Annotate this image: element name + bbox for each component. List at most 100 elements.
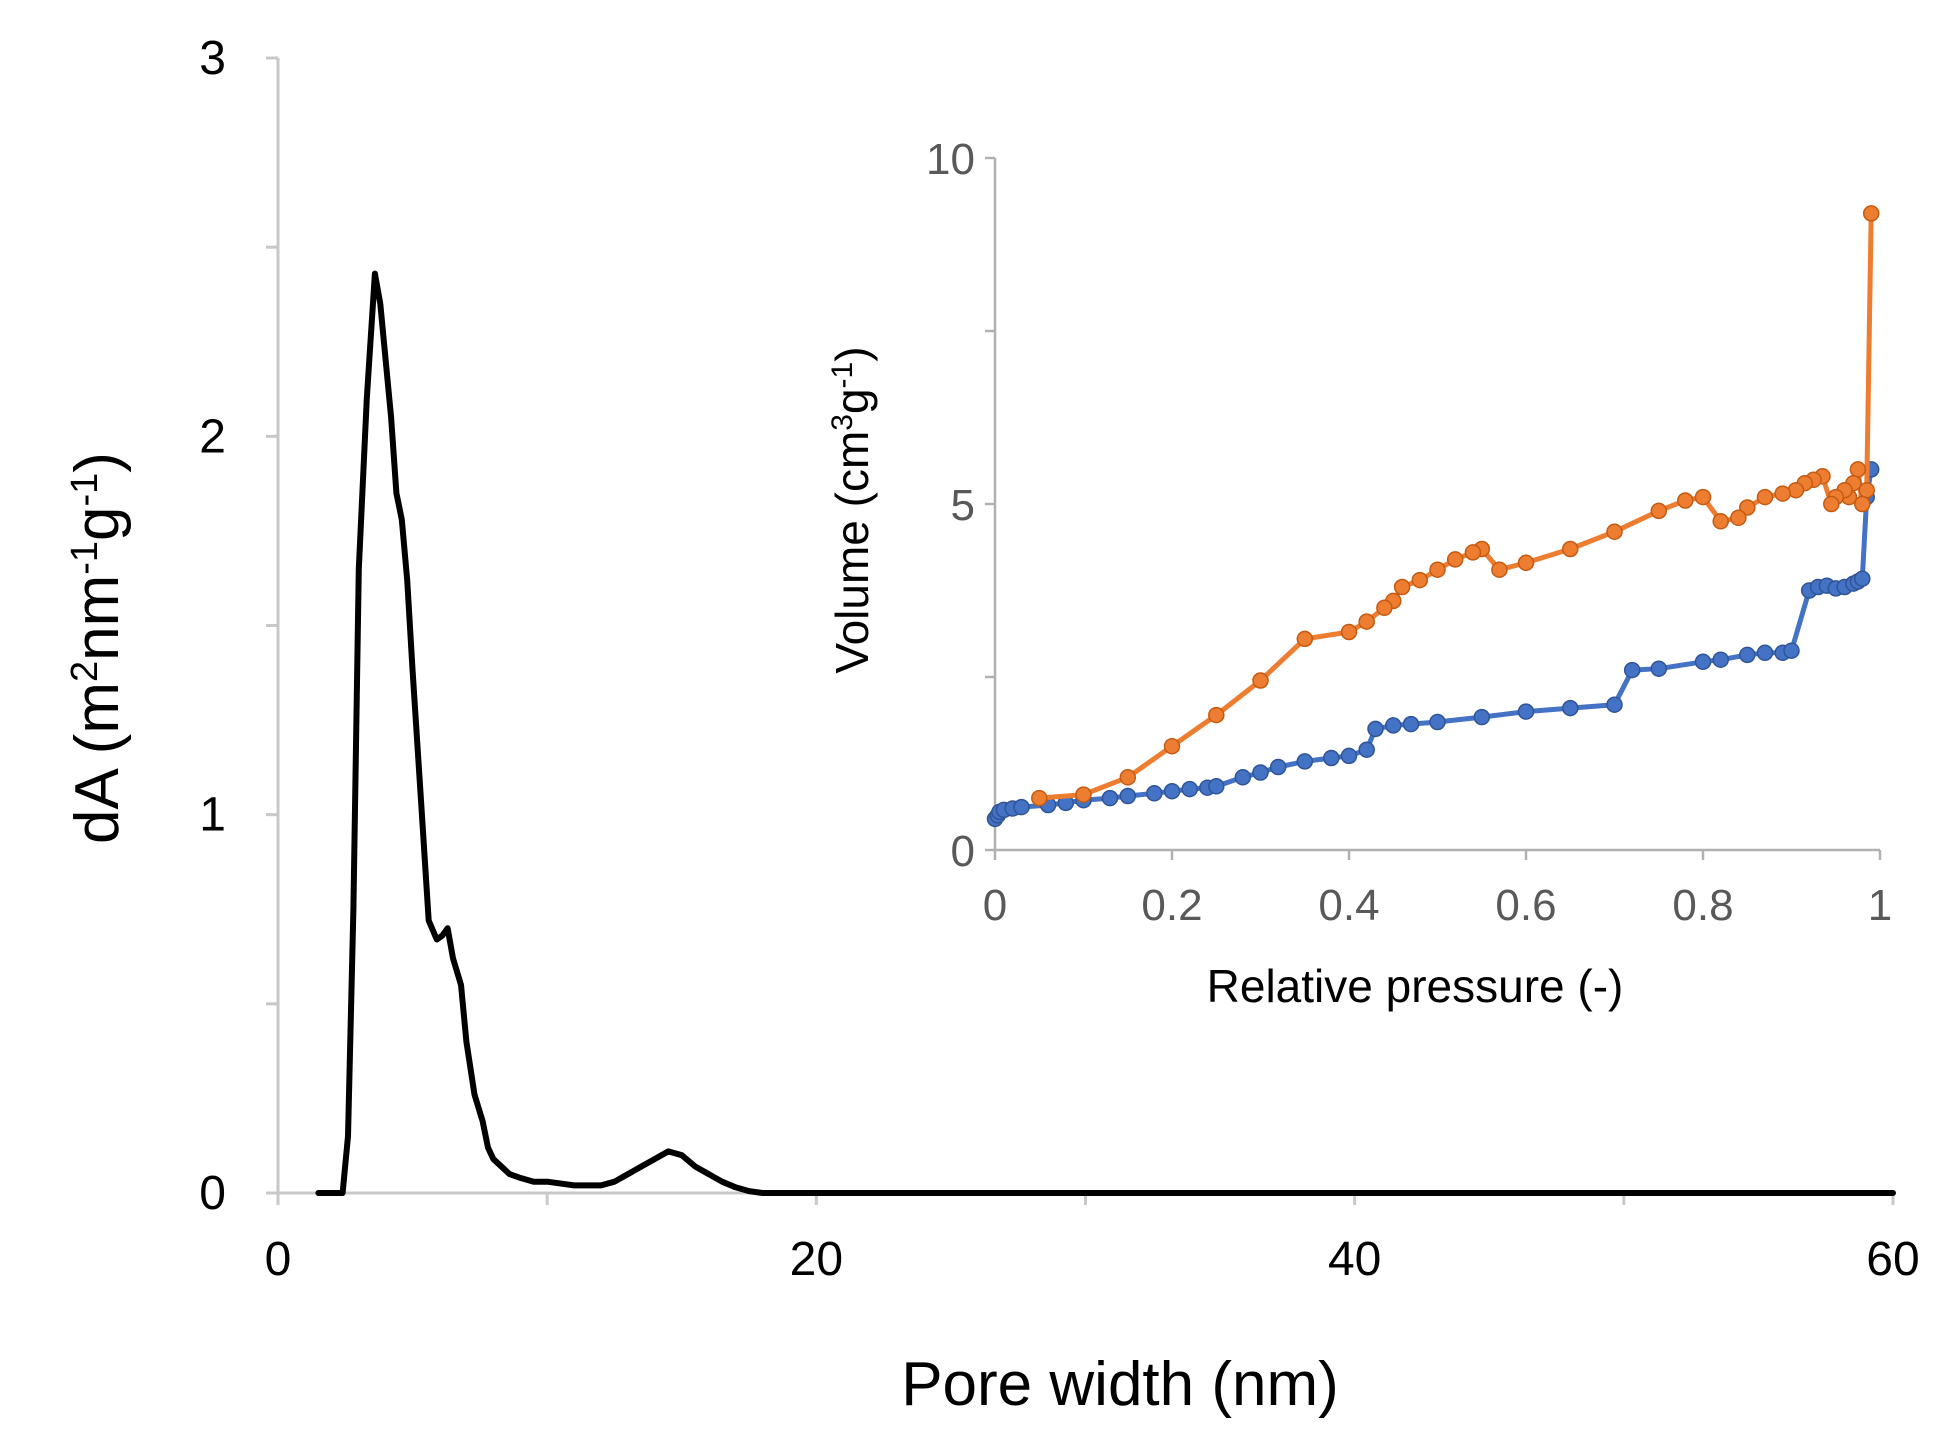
inset-y-axis-title: Volume (cm3g-1) xyxy=(826,346,879,673)
inset-point-adsorption xyxy=(1429,713,1446,731)
inset-point-adsorption xyxy=(1756,644,1774,662)
inset-x-tick-label: 0.6 xyxy=(1495,881,1556,930)
inset-x-tick-label: 0 xyxy=(983,881,1007,930)
inset-point-desorption xyxy=(1517,554,1535,572)
inset-point-adsorption xyxy=(1146,785,1163,802)
main-x-tick-label: 20 xyxy=(790,1233,843,1286)
inset-point-adsorption xyxy=(1269,758,1287,776)
inset-y-tick-label: 0 xyxy=(951,827,975,876)
inset-x-tick-label: 0.4 xyxy=(1318,881,1379,930)
inset-point-desorption xyxy=(1296,630,1314,648)
main-x-axis-title: Pore width (nm) xyxy=(901,1350,1339,1419)
inset-point-desorption xyxy=(1739,499,1756,516)
inset-point-desorption xyxy=(1411,571,1429,589)
inset-point-desorption xyxy=(1730,509,1747,527)
inset-point-desorption xyxy=(1694,488,1712,506)
inset-point-adsorption xyxy=(1854,570,1871,587)
inset-point-desorption xyxy=(1849,461,1867,478)
inset-y-title-part: Volume (cm xyxy=(826,431,878,674)
inset-point-desorption xyxy=(1854,495,1871,513)
inset-y-title-sup: -1 xyxy=(826,362,859,389)
inset-point-adsorption xyxy=(1323,749,1340,767)
inset-point-adsorption xyxy=(1623,661,1641,679)
inset-point-desorption xyxy=(1393,578,1411,596)
inset-point-desorption xyxy=(1075,786,1092,803)
main-x-tick-label: 60 xyxy=(1866,1233,1919,1286)
inset-point-adsorption xyxy=(1712,651,1729,668)
inset-point-adsorption xyxy=(1562,699,1579,717)
inset-point-adsorption xyxy=(1181,780,1198,798)
inset-x-tick-label: 0.8 xyxy=(1672,881,1733,930)
inset-point-desorption xyxy=(1774,485,1791,502)
inset-point-adsorption xyxy=(1367,720,1384,738)
inset-point-desorption xyxy=(1677,492,1694,509)
inset-point-desorption xyxy=(1446,551,1464,568)
inset-point-adsorption xyxy=(1101,789,1119,807)
inset-point-adsorption xyxy=(1340,747,1358,765)
inset-point-desorption xyxy=(1712,513,1729,530)
inset-y-title-part: ) xyxy=(826,346,878,361)
inset-ticks xyxy=(985,156,1882,860)
inset-point-adsorption xyxy=(1385,717,1402,734)
inset-point-adsorption xyxy=(1402,715,1420,733)
inset-point-adsorption xyxy=(1606,696,1623,713)
inset-point-desorption xyxy=(1562,540,1579,558)
inset-x-tick-label: 1 xyxy=(1868,881,1892,930)
inset-point-desorption xyxy=(1823,495,1840,513)
inset-point-adsorption xyxy=(1234,769,1252,786)
inset-point-adsorption xyxy=(1473,708,1491,726)
inset-point-adsorption xyxy=(1739,646,1756,664)
inset-point-desorption xyxy=(1491,561,1508,578)
main-y-title-part: g xyxy=(63,506,132,540)
inset-point-desorption xyxy=(1208,706,1225,724)
inset-x-tick-label: 0.2 xyxy=(1141,881,1202,930)
inset-point-adsorption xyxy=(1358,741,1375,758)
main-y-tick-label: 1 xyxy=(199,789,226,842)
inset-point-adsorption xyxy=(1252,764,1269,781)
inset-point-desorption xyxy=(1756,488,1774,506)
inset-point-desorption xyxy=(1429,561,1446,578)
inset-point-desorption xyxy=(1358,613,1375,630)
main-series-line xyxy=(315,270,1896,1196)
inset-point-adsorption xyxy=(1517,703,1535,720)
inset-y-title-sup: 3 xyxy=(826,414,859,431)
inset-point-adsorption xyxy=(1694,653,1712,671)
inset-point-adsorption xyxy=(1208,778,1225,795)
inset-point-adsorption xyxy=(1650,660,1668,677)
inset-point-desorption xyxy=(1464,544,1482,561)
inset-point-adsorption xyxy=(1163,782,1181,800)
main-y-title-part: nm xyxy=(63,575,132,661)
inset-point-desorption xyxy=(1650,502,1668,520)
inset-point-adsorption xyxy=(1013,798,1030,816)
main-y-title-part: dA (m xyxy=(63,682,132,844)
main-x-tick-label: 0 xyxy=(265,1233,292,1286)
inset-point-desorption xyxy=(1163,737,1181,755)
inset-point-desorption xyxy=(1031,789,1048,807)
inset-point-desorption xyxy=(1252,672,1269,689)
inset-x-axis-title: Relative pressure (-) xyxy=(1207,960,1624,1012)
main-y-tick-label: 3 xyxy=(199,32,226,85)
main-y-tick-label: 2 xyxy=(199,410,226,463)
inset-y-tick-label: 10 xyxy=(926,135,975,184)
inset-point-desorption xyxy=(1340,623,1358,641)
main-y-title-sup: -1 xyxy=(64,541,106,575)
inset-point-desorption xyxy=(1862,205,1880,222)
inset-y-tick-label: 5 xyxy=(951,481,975,530)
inset-point-adsorption xyxy=(1119,787,1137,805)
main-x-tick-label: 40 xyxy=(1328,1233,1381,1286)
main-y-axis-title: dA (m2nm-1g-1) xyxy=(63,452,132,844)
inset-point-desorption xyxy=(1119,769,1137,786)
inset-series xyxy=(986,205,1880,828)
inset-point-adsorption xyxy=(1296,753,1314,770)
main-y-tick-label: 0 xyxy=(199,1167,226,1220)
inset-point-desorption xyxy=(1376,599,1393,617)
main-y-title-sup: -1 xyxy=(64,473,106,507)
main-y-title-sup: 2 xyxy=(64,661,106,682)
inset-point-adsorption xyxy=(1783,642,1800,659)
main-y-title-part: ) xyxy=(63,452,132,473)
